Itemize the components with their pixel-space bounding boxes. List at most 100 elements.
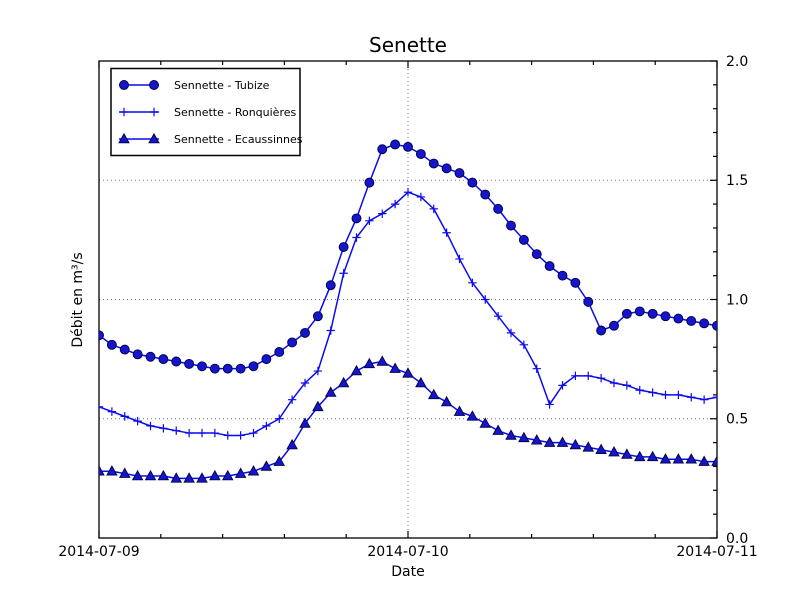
circle-marker [647, 308, 658, 319]
circle-marker [390, 139, 401, 150]
circle-marker [557, 270, 568, 281]
y-tick-label: 0.0 [726, 531, 748, 547]
plus-marker [287, 395, 297, 404]
circle-marker [441, 163, 452, 174]
triangle-marker [633, 450, 646, 462]
circle-marker [621, 308, 632, 319]
triangle-marker [672, 453, 685, 464]
triangle-marker [260, 460, 273, 471]
plus-marker [300, 378, 310, 388]
circle-marker [132, 349, 143, 360]
triangle-marker [389, 362, 401, 373]
triangle-marker [247, 465, 260, 476]
plus-marker [558, 381, 567, 390]
circle-marker [686, 316, 697, 326]
triangle-marker [170, 472, 183, 483]
circle-marker [106, 339, 117, 350]
gridlines-layer [99, 61, 717, 538]
circle-marker [634, 306, 645, 317]
plus-marker [313, 366, 323, 376]
circle-marker [609, 320, 619, 331]
plus-marker [699, 395, 709, 404]
triangle-marker [299, 417, 311, 428]
circle-marker [570, 277, 581, 288]
circle-marker [145, 351, 156, 362]
plus-marker [429, 204, 438, 214]
circle-marker [480, 189, 491, 200]
triangle-marker [131, 469, 144, 481]
triangle-marker [337, 376, 350, 388]
plus-marker [455, 254, 464, 264]
circle-marker [377, 144, 388, 155]
triangle-marker [621, 448, 633, 459]
circle-marker [596, 325, 607, 336]
x-tick-label: 2014-07-10 [367, 544, 448, 560]
triangle-marker [350, 364, 363, 376]
triangle-marker [466, 410, 479, 421]
triangle-marker [698, 455, 710, 466]
plus-marker [184, 428, 194, 438]
triangle-marker [376, 355, 389, 366]
legend-item: Sennette - Tubize [119, 79, 270, 92]
plus-marker [519, 340, 529, 350]
plus-marker [390, 199, 400, 209]
y-tick-label: 1.5 [726, 173, 748, 189]
plus-marker [210, 428, 220, 438]
plus-marker [687, 393, 696, 402]
triangle-marker [286, 438, 298, 450]
circle-marker [149, 80, 159, 90]
triangle-marker [453, 405, 466, 416]
circle-marker [364, 177, 375, 188]
legend-label: Sennette - Tubize [174, 79, 270, 92]
plus-marker [493, 311, 503, 321]
triangle-marker [324, 386, 337, 397]
circle-marker [467, 177, 478, 188]
circle-marker [184, 358, 195, 369]
plus-marker [609, 378, 619, 388]
circle-marker [531, 249, 542, 260]
circle-marker [119, 344, 130, 355]
circle-marker [325, 280, 336, 291]
circle-marker [274, 347, 285, 357]
plus-marker [119, 107, 129, 117]
x-tick-label: 2014-07-11 [676, 544, 757, 560]
circle-marker [171, 356, 182, 367]
triangle-marker [582, 441, 595, 452]
axes-layer [98, 60, 718, 539]
triangle-marker [363, 357, 376, 369]
triangle-marker [427, 388, 440, 400]
plus-marker [584, 371, 593, 381]
plus-marker [571, 371, 580, 381]
plus-marker [326, 326, 335, 335]
plus-marker [378, 209, 387, 218]
plus-marker [236, 431, 245, 440]
triangle-marker [440, 395, 453, 407]
plus-marker [365, 216, 374, 225]
triangle-marker [118, 132, 130, 144]
plus-marker [249, 428, 258, 438]
triangle-marker [312, 400, 324, 412]
triangle-marker [99, 465, 105, 476]
plus-marker [481, 295, 490, 304]
circle-marker [338, 242, 349, 252]
triangle-marker [415, 376, 427, 388]
plus-marker [506, 328, 516, 338]
legend-label: Sennette - Ronquières [174, 106, 296, 119]
triangle-marker [157, 469, 170, 481]
triangle-marker [543, 436, 556, 447]
circle-marker [493, 203, 504, 214]
circle-marker [428, 158, 439, 169]
circle-marker [312, 311, 323, 322]
legend: Sennette - Tubize Sennette - Ronquières Se… [110, 67, 303, 157]
plus-marker [107, 407, 117, 416]
circle-marker [712, 320, 717, 331]
circle-marker [99, 330, 104, 341]
triangle-marker [221, 469, 234, 481]
x-tick-label: 2014-07-09 [58, 544, 139, 560]
x-axis-label: Date [391, 564, 424, 580]
plus-marker [172, 426, 181, 435]
circle-marker [287, 337, 298, 348]
y-tick-label: 2.0 [726, 54, 748, 70]
